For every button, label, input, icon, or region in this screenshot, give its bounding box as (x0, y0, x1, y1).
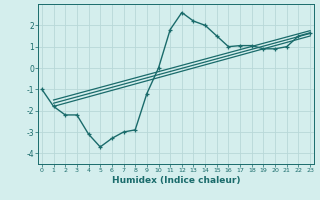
X-axis label: Humidex (Indice chaleur): Humidex (Indice chaleur) (112, 176, 240, 185)
